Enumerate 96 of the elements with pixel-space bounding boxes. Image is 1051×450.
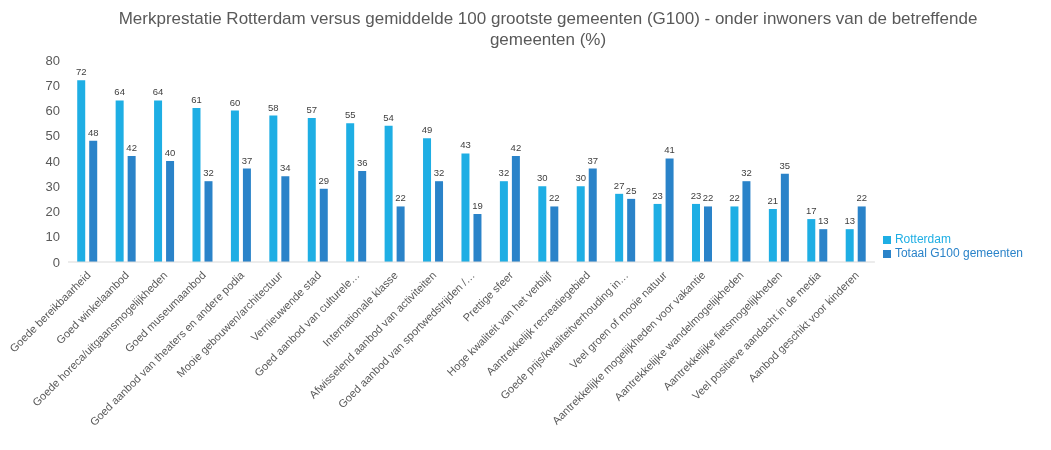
bar (780, 173, 789, 262)
legend-label: Rotterdam (894, 232, 951, 246)
bar (511, 155, 520, 262)
data-label: 30 (537, 172, 548, 184)
bar (550, 206, 559, 262)
y-tick-label: 30 (45, 178, 60, 194)
bar (627, 198, 636, 262)
data-label: 42 (126, 141, 137, 153)
data-label: 22 (395, 192, 406, 204)
bar (77, 80, 86, 262)
data-label: 34 (280, 162, 291, 174)
bar (269, 115, 278, 262)
data-label: 17 (805, 205, 817, 217)
bar (319, 188, 328, 262)
data-label: 23 (652, 189, 663, 201)
legend-label: Totaal G100 gemeenten (894, 246, 1023, 260)
data-label: 30 (575, 172, 587, 184)
chart-title: Merkprestatie Rotterdam versus gemiddelde 100 grootste gemeenten (G100) - onder inwoners van de betreffende gemeenten (%) (118, 8, 978, 50)
bar (358, 171, 367, 262)
bar (204, 181, 213, 262)
y-tick-label: 10 (45, 229, 60, 245)
data-label: 13 (844, 215, 855, 227)
y-tick-label: 20 (45, 204, 60, 220)
bar (346, 123, 355, 262)
bar (692, 203, 701, 262)
y-tick-label: 80 (45, 52, 60, 68)
data-label: 64 (152, 86, 164, 98)
data-label: 48 (87, 126, 99, 138)
data-label: 25 (625, 184, 637, 196)
bar (242, 168, 251, 262)
data-label: 55 (344, 109, 356, 121)
bar (845, 229, 854, 262)
bar (704, 206, 713, 262)
data-label: 29 (318, 174, 330, 186)
y-tick-label: 70 (45, 77, 60, 93)
bar (396, 206, 405, 262)
data-label: 72 (75, 66, 87, 78)
data-label: 41 (664, 144, 675, 156)
data-label: 27 (613, 179, 625, 191)
bar (115, 100, 124, 262)
data-label: 21 (767, 194, 779, 206)
bar (768, 208, 777, 262)
data-label: 32 (741, 167, 752, 179)
bar (538, 186, 547, 262)
bar (819, 229, 828, 262)
data-label: 64 (114, 86, 125, 98)
data-label: 22 (729, 192, 740, 204)
bar (588, 168, 597, 262)
bar (807, 219, 816, 262)
data-label: 49 (421, 124, 433, 136)
data-label: 60 (229, 96, 241, 108)
y-tick-label: 50 (45, 128, 60, 144)
data-label: 54 (383, 111, 394, 123)
data-label: 57 (306, 104, 318, 116)
data-label: 32 (498, 167, 510, 179)
bar (461, 153, 470, 262)
y-tick-label: 0 (52, 254, 60, 270)
bar (166, 161, 175, 262)
bar (423, 138, 432, 262)
bar (281, 176, 290, 262)
bar (307, 118, 316, 262)
data-label: 35 (779, 159, 791, 171)
data-label: 36 (356, 157, 368, 169)
data-label: 19 (472, 200, 483, 212)
bar (127, 155, 136, 262)
data-label: 37 (241, 154, 253, 166)
data-label: 61 (191, 93, 202, 105)
data-label: 22 (549, 192, 560, 204)
bar (730, 206, 739, 262)
bar (230, 110, 239, 262)
bar (192, 107, 201, 262)
bar (653, 203, 662, 262)
data-label: 40 (164, 147, 176, 158)
y-tick-label: 60 (45, 103, 60, 119)
bar (473, 214, 482, 262)
data-label: 32 (433, 167, 445, 179)
data-label: 42 (510, 141, 522, 153)
data-label: 23 (690, 189, 702, 201)
data-label: 43 (460, 139, 471, 151)
data-label: 13 (817, 215, 829, 227)
bar (615, 193, 624, 262)
data-label: 22 (856, 192, 867, 204)
data-label: 37 (587, 154, 599, 166)
bar (576, 186, 585, 262)
bar (499, 181, 508, 262)
bar (435, 181, 444, 262)
data-label: 58 (268, 101, 279, 113)
y-tick-label: 40 (45, 153, 60, 169)
bar (384, 125, 393, 262)
bar (742, 181, 751, 262)
data-label: 32 (203, 167, 214, 179)
bar (857, 206, 866, 262)
data-label: 22 (702, 192, 714, 204)
bar (154, 100, 163, 262)
bar (89, 140, 98, 262)
bar (665, 158, 674, 262)
